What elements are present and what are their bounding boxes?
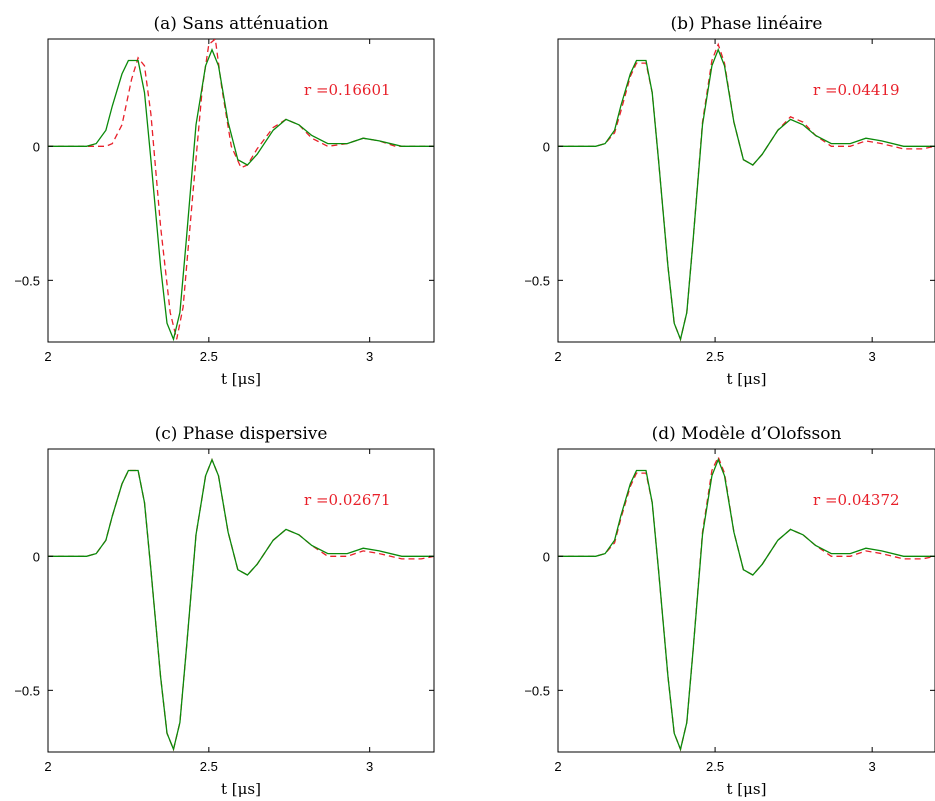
chart-panel-3: (c) Phase dispersive 2 2.5 3 −0.5 0 t [μs] r =0… (14, 424, 435, 798)
x-tick-label: 2.5 (200, 349, 218, 364)
chart-title: (b) Phase linéaire (671, 14, 823, 34)
y-tick-label: −0.5 (14, 273, 40, 288)
axes-frame (557, 38, 935, 343)
series-solid-line (558, 47, 935, 342)
x-tick-label: 3 (869, 759, 876, 774)
y-tick-label: 0 (33, 549, 40, 564)
x-tick-label: 3 (366, 759, 373, 774)
y-tick-label: −0.5 (524, 683, 550, 698)
y-tick-label: 0 (543, 139, 550, 154)
x-tick-label: 2 (44, 759, 51, 774)
series-solid-line (558, 457, 935, 752)
x-tick-label: 2 (554, 759, 561, 774)
x-tick-label: 2.5 (200, 759, 218, 774)
chart-panel-2: (b) Phase linéaire 2 2.5 3 −0.5 0 t [μs] r =0.0… (524, 14, 935, 388)
x-axis-label: t [μs] (221, 370, 261, 388)
y-tick-label: −0.5 (524, 273, 550, 288)
series-dashed-line (558, 42, 935, 342)
chart-panel-1: (a) Sans atténuation 2 2.5 3 −0.5 0 t [μs] r =0… (14, 14, 435, 388)
chart-panel-4: (d) Modèle d’Olofsson 2 2.5 3 −0.5 0 t [μs] r =… (524, 424, 935, 798)
y-tick-label: −0.5 (14, 683, 40, 698)
x-axis-label: t [μs] (727, 370, 767, 388)
x-tick-label: 3 (366, 349, 373, 364)
x-tick-label: 2 (44, 349, 51, 364)
correlation-annotation: r =0.02671 (304, 491, 391, 509)
x-tick-label: 3 (869, 349, 876, 364)
x-tick-label: 2 (554, 349, 561, 364)
x-axis-label: t [μs] (727, 780, 767, 798)
series-dashed-line (558, 455, 935, 752)
y-tick-label: 0 (543, 549, 550, 564)
chart-title: (a) Sans atténuation (153, 14, 328, 34)
x-tick-label: 2.5 (706, 759, 724, 774)
chart-title: (c) Phase dispersive (155, 424, 328, 444)
x-tick-label: 2.5 (706, 349, 724, 364)
correlation-annotation: r =0.04372 (813, 491, 900, 509)
correlation-annotation: r =0.04419 (813, 81, 900, 99)
correlation-annotation: r =0.16601 (304, 81, 391, 99)
chart-title: (d) Modèle d’Olofsson (652, 424, 842, 444)
series-solid-line (48, 457, 434, 752)
series-solid-line (48, 47, 434, 342)
axes-frame (47, 38, 435, 343)
axes-frame (557, 448, 935, 753)
x-axis-label: t [μs] (221, 780, 261, 798)
axes-frame (47, 448, 435, 753)
y-tick-label: 0 (33, 139, 40, 154)
